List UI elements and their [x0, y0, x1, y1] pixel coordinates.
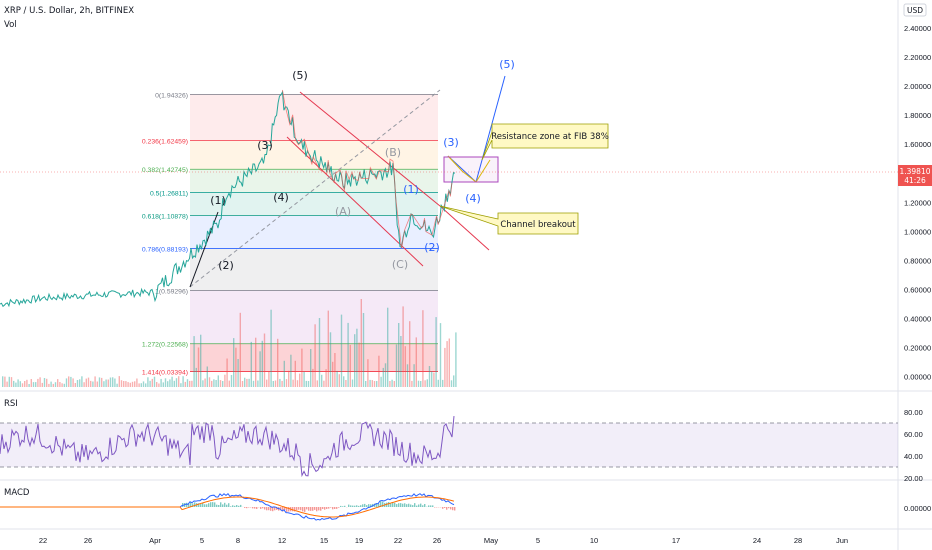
- price-tick-6: 1.20000: [904, 198, 931, 207]
- fib-zone-5: [190, 248, 438, 291]
- projection-up-line[interactable]: [475, 75, 506, 183]
- channel-upper-line[interactable]: [299, 91, 441, 207]
- price-tick-8: 0.80000: [904, 256, 931, 265]
- current-price-value: 1.39810: [899, 167, 930, 176]
- drawings[interactable]: [189, 75, 506, 288]
- fibonacci-retracement[interactable]: 0(1.94326) 0.236(1.62459) 0.382(1.42745) 0.…: [142, 92, 438, 377]
- fib-zone-2: [190, 169, 438, 193]
- time-tick-4: 8: [236, 536, 240, 545]
- price-tick-10: 0.40000: [904, 314, 931, 323]
- price-tick-7: 1.00000: [904, 227, 931, 236]
- macd-signal-line: [0, 496, 455, 518]
- time-tick-2: Apr: [149, 536, 161, 545]
- macd-axis: 0.00000: [904, 504, 931, 513]
- fib-label-6: 1(0.59296): [155, 288, 188, 295]
- fib-zone-0: [190, 94, 438, 141]
- fib-zone-3: [190, 192, 438, 216]
- time-tick-7: 19: [355, 536, 363, 545]
- rsi-tick-3: 20.00: [904, 474, 923, 483]
- price-series-line: [0, 90, 456, 308]
- wave-label-4: (4): [273, 191, 289, 204]
- projection-yellow-path[interactable]: [447, 155, 491, 183]
- rsi-tick-0: 80.00: [904, 408, 923, 417]
- time-tick-0: 22: [39, 536, 47, 545]
- wave-label-b: (B): [385, 146, 401, 159]
- price-tick-9: 0.60000: [904, 285, 931, 294]
- fib-label-3: 0.5(1.26811): [150, 190, 188, 197]
- new-wave-label-5: (5): [499, 58, 515, 71]
- volume-bars: [2, 299, 457, 387]
- resistance-callout-text: Resistance zone at FIB 38%: [491, 132, 609, 142]
- price-tick-0: 2.40000: [904, 24, 931, 33]
- currency-badge-label: USD: [907, 6, 923, 15]
- time-tick-5: 12: [278, 536, 286, 545]
- price-tick-11: 0.20000: [904, 343, 931, 352]
- candle-countdown: 41:26: [904, 176, 926, 185]
- breakout-callout-text: Channel breakout: [500, 220, 576, 230]
- time-tick-14: 24: [753, 536, 761, 545]
- fib-label-2: 0.382(1.42745): [142, 167, 188, 174]
- wave-label-1: (1): [210, 194, 226, 207]
- fib-zone-6: [190, 290, 438, 344]
- price-tick-4: 1.60000: [904, 140, 931, 149]
- wave-label-5: (5): [292, 69, 308, 82]
- fib-label-0: 0(1.94326): [155, 92, 188, 99]
- wave-label-3: (3): [257, 139, 273, 152]
- time-tick-9: 26: [433, 536, 441, 545]
- wave-label-c: (C): [392, 258, 408, 271]
- time-tick-3: 5: [200, 536, 204, 545]
- price-series-line-bear: [282, 89, 453, 249]
- channel-lower-line[interactable]: [286, 136, 424, 267]
- new-wave-label-3: (3): [443, 136, 459, 149]
- wave-label-a: (A): [335, 205, 351, 218]
- price-axis[interactable]: 2.400002.200002.000001.800001.600001.400…: [904, 24, 931, 381]
- time-tick-12: 10: [590, 536, 598, 545]
- wave-label-2: (2): [218, 259, 234, 272]
- time-tick-16: Jun: [836, 536, 848, 545]
- rsi-tick-2: 40.00: [904, 452, 923, 461]
- resistance-zone-box[interactable]: [443, 156, 499, 183]
- rsi-band: [0, 423, 898, 467]
- macd-histogram: [182, 501, 456, 513]
- time-tick-6: 15: [320, 536, 328, 545]
- price-tick-3: 1.80000: [904, 111, 931, 120]
- rsi-axis: 80.00 60.00 40.00 20.00: [904, 408, 923, 483]
- fib-zone-7: [190, 343, 438, 372]
- time-axis[interactable]: 22 26 Apr 5 8 12 15 19 22 26 May 5 10 17 24 28 Jun: [39, 536, 848, 545]
- time-tick-8: 22: [394, 536, 402, 545]
- price-tick-2: 2.00000: [904, 82, 931, 91]
- new-wave-label-2: (2): [424, 241, 440, 254]
- price-tick-12: 0.00000: [904, 373, 931, 382]
- rsi-line: [0, 416, 455, 478]
- breakout-callout[interactable]: Channel breakout: [439, 205, 579, 235]
- fib-label-7: 1.272(0.22568): [142, 342, 188, 349]
- symbol-title: XRP / U.S. Dollar, 2h, BITFINEX: [4, 6, 134, 16]
- new-wave-label-4: (4): [465, 192, 481, 205]
- new-wave-label-1: (1): [403, 183, 419, 196]
- time-tick-10: May: [484, 536, 498, 545]
- time-tick-1: 26: [84, 536, 92, 545]
- rsi-tick-1: 60.00: [904, 430, 923, 439]
- currency-badge[interactable]: [903, 3, 927, 17]
- channel-extension-line[interactable]: [439, 205, 490, 251]
- time-tick-13: 17: [672, 536, 680, 545]
- current-price-badge: [898, 165, 932, 186]
- time-tick-11: 5: [536, 536, 540, 545]
- fib-label-1: 0.236(1.62459): [142, 139, 188, 146]
- macd-tick-0: 0.00000: [904, 504, 931, 513]
- rsi-label: RSI: [4, 399, 18, 409]
- resistance-callout[interactable]: Resistance zone at FIB 38%: [481, 123, 609, 161]
- macd-label: MACD: [4, 488, 30, 498]
- time-tick-15: 28: [794, 536, 802, 545]
- fib-label-4: 0.618(1.10878): [142, 214, 188, 221]
- fib-label-8: 1.414(0.03394): [142, 370, 188, 377]
- price-tick-1: 2.20000: [904, 53, 931, 62]
- fib-label-5: 0.786(0.88193): [142, 246, 188, 253]
- volume-label: Vol: [4, 20, 17, 30]
